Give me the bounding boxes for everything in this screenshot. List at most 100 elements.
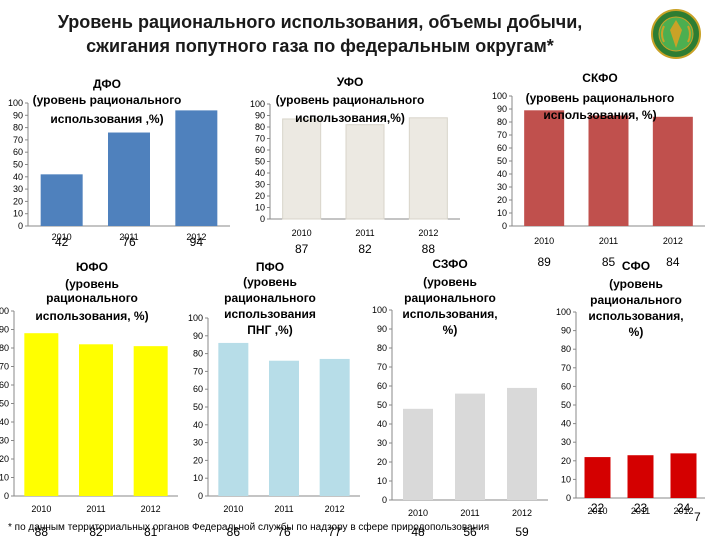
y-tick-label: 60 — [497, 143, 507, 153]
bar — [507, 387, 537, 500]
y-tick-label: 100 — [0, 306, 9, 316]
chart-title-line: (уровень — [423, 275, 477, 289]
chart-title-line: использования ,%) — [50, 112, 163, 126]
data-label: 89 — [537, 255, 551, 269]
data-label: 81 — [144, 525, 158, 539]
x-tick-label: 2010 — [292, 228, 312, 238]
y-tick-label: 40 — [497, 169, 507, 179]
chart-title-line: (уровень — [243, 275, 297, 289]
chart-title-line: %) — [629, 325, 644, 339]
data-label: 23 — [634, 501, 648, 515]
chart-district: ЮФО — [76, 260, 108, 274]
y-tick-label: 30 — [0, 436, 9, 446]
y-tick-label: 100 — [492, 91, 507, 101]
y-tick-label: 50 — [0, 399, 9, 409]
y-tick-label: 30 — [497, 182, 507, 192]
y-tick-label: 60 — [193, 384, 203, 394]
y-tick-label: 50 — [255, 157, 265, 167]
y-tick-label: 100 — [8, 98, 23, 108]
y-tick-label: 90 — [561, 326, 571, 336]
y-tick-label: 10 — [0, 473, 9, 483]
chart-title-line: рационального — [404, 291, 496, 305]
chart-district: СФО — [622, 259, 650, 273]
y-tick-label: 50 — [193, 402, 203, 412]
y-tick-label: 10 — [255, 203, 265, 213]
y-tick-label: 90 — [377, 324, 387, 334]
y-tick-label: 60 — [0, 380, 9, 390]
data-label: 82 — [89, 525, 103, 539]
y-tick-label: 0 — [382, 495, 387, 505]
x-tick-label: 2010 — [223, 504, 243, 514]
y-tick-label: 100 — [556, 307, 571, 317]
chart-title-line: рационального — [224, 291, 316, 305]
bar — [282, 118, 322, 220]
bar — [584, 457, 611, 498]
chart-title-line: использования, — [588, 309, 683, 323]
y-tick-label: 20 — [13, 196, 23, 206]
data-label: 84 — [666, 255, 680, 269]
chart-title-line: использования,%) — [295, 111, 405, 125]
y-tick-label: 70 — [377, 362, 387, 372]
bar — [524, 110, 565, 226]
y-tick-label: 90 — [255, 111, 265, 121]
chart-title-line: (уровень рационального — [33, 93, 182, 107]
y-tick-label: 80 — [13, 123, 23, 133]
data-label: 82 — [358, 242, 372, 256]
x-tick-label: 2010 — [587, 506, 607, 516]
y-tick-label: 10 — [13, 209, 23, 219]
x-tick-label: 2011 — [119, 232, 138, 242]
bar — [40, 174, 83, 226]
data-label: 86 — [227, 525, 241, 539]
y-tick-label: 50 — [497, 156, 507, 166]
y-tick-label: 0 — [18, 221, 23, 231]
bar — [408, 117, 448, 220]
x-tick-label: 2012 — [141, 504, 161, 514]
bar — [79, 344, 113, 496]
bar — [269, 360, 299, 496]
y-tick-label: 0 — [4, 491, 9, 501]
x-tick-label: 2012 — [663, 236, 683, 246]
y-tick-label: 0 — [198, 491, 203, 501]
x-tick-label: 2011 — [460, 508, 479, 518]
bar — [627, 455, 654, 498]
y-tick-label: 90 — [497, 104, 507, 114]
y-tick-label: 10 — [193, 473, 203, 483]
bar — [345, 124, 385, 220]
y-tick-label: 0 — [502, 221, 507, 231]
y-tick-label: 80 — [193, 349, 203, 359]
x-tick-label: 2010 — [31, 504, 51, 514]
y-tick-label: 90 — [0, 325, 9, 335]
y-tick-label: 60 — [13, 147, 23, 157]
y-tick-label: 40 — [377, 419, 387, 429]
y-tick-label: 30 — [377, 438, 387, 448]
data-label: 94 — [190, 235, 204, 249]
y-tick-label: 10 — [377, 476, 387, 486]
y-tick-label: 50 — [13, 160, 23, 170]
y-tick-label: 10 — [561, 474, 571, 484]
y-tick-label: 70 — [255, 134, 265, 144]
y-tick-label: 30 — [561, 437, 571, 447]
x-tick-label: 2011 — [355, 228, 374, 238]
y-tick-label: 40 — [0, 417, 9, 427]
y-tick-label: 90 — [13, 110, 23, 120]
y-tick-label: 80 — [0, 343, 9, 353]
chart-district: СКФО — [582, 71, 617, 85]
y-tick-label: 70 — [497, 130, 507, 140]
chart-title-line: (уровень — [609, 277, 663, 291]
data-label: 88 — [422, 242, 436, 256]
y-tick-label: 90 — [193, 331, 203, 341]
bar — [403, 408, 433, 500]
bar — [652, 116, 693, 226]
y-tick-label: 20 — [497, 195, 507, 205]
chart-title-line: %) — [443, 323, 458, 337]
x-tick-label: 2012 — [186, 232, 206, 242]
y-tick-label: 20 — [255, 191, 265, 201]
data-label: 24 — [677, 501, 691, 515]
x-tick-label: 2010 — [534, 236, 554, 246]
y-tick-label: 70 — [0, 362, 9, 372]
data-label: 48 — [411, 525, 425, 539]
chart-title-line: использования — [224, 307, 316, 321]
y-tick-label: 40 — [561, 419, 571, 429]
page-number: 7 — [694, 510, 701, 524]
